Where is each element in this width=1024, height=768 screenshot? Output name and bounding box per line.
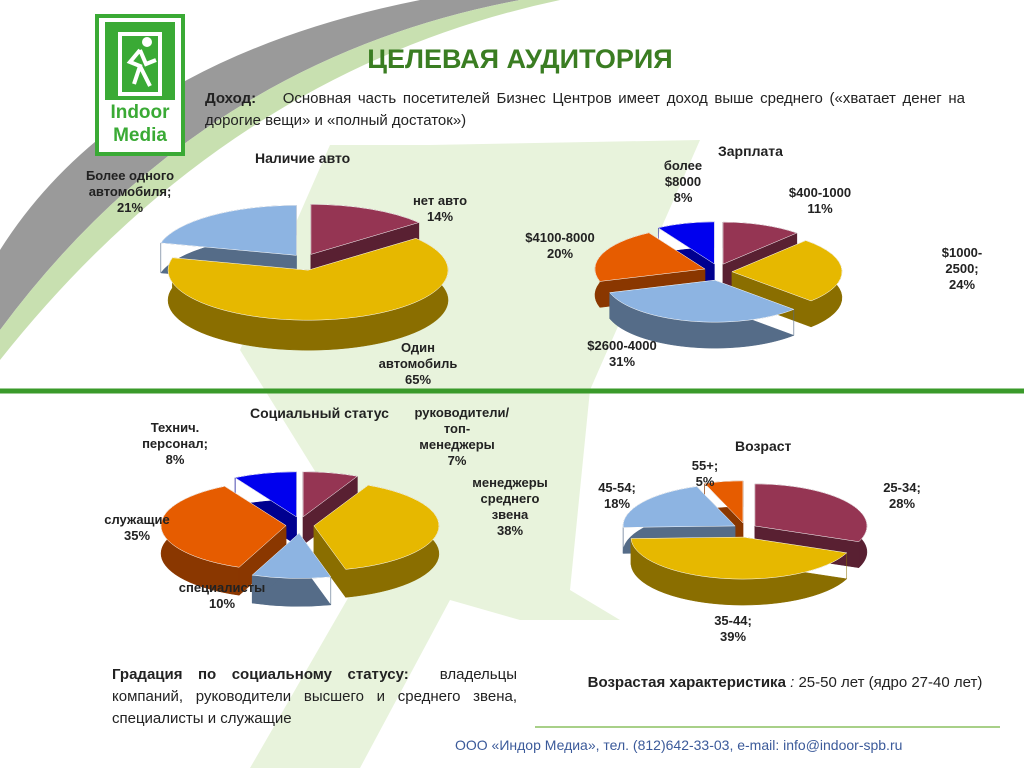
slice	[167, 238, 449, 321]
value-label: 8%	[165, 452, 185, 467]
footer: ООО «Индор Медиа», тел. (812)642-33-03, …	[455, 737, 903, 753]
value-label: 7%	[447, 453, 467, 468]
logo-runner	[126, 48, 157, 87]
data-label: Один автомобиль 65%	[371, 340, 466, 388]
slice	[313, 484, 440, 570]
data-label: нет авто 14%	[400, 193, 480, 225]
category-label: 35-44;	[714, 613, 752, 628]
value-label: 65%	[404, 372, 432, 387]
logo-door	[118, 32, 162, 96]
logo-text: Media	[113, 125, 167, 146]
data-label: служащие 35%	[97, 512, 177, 544]
chart-title: Возраст	[735, 438, 792, 454]
category-label: $4100-8000	[525, 230, 595, 245]
data-label: руководители/топ-менеджеры 7%	[414, 405, 510, 469]
category-label: Более одного автомобиля;	[85, 168, 175, 199]
chart-title: Социальный статус	[250, 405, 389, 421]
data-label: $400-1000 11%	[770, 185, 870, 217]
age-text: 25-50 лет (ядро 27-40 лет)	[798, 674, 983, 691]
slice	[609, 279, 795, 323]
slice	[302, 471, 358, 518]
data-label: Технич. персонал; 8%	[135, 420, 215, 468]
data-label: 25-34; 28%	[872, 480, 932, 512]
chart-title: Наличие авто	[255, 150, 351, 166]
value-label: 21%	[116, 200, 144, 215]
category-label: $400-1000	[788, 185, 852, 200]
value-label: 10%	[208, 596, 236, 611]
slice	[754, 483, 868, 542]
age: Возрастая характеристика : 25-50 лет (яд…	[585, 672, 985, 694]
data-label: $1000-2500; 24%	[927, 245, 997, 293]
data-label: 35-44; 39%	[703, 613, 763, 645]
data-label: $4100-8000 20%	[525, 230, 595, 262]
value-label: 24%	[948, 277, 976, 292]
data-label: специалисты 10%	[177, 580, 267, 612]
category-label: менеджеры среднего звена	[472, 475, 548, 522]
value-label: 28%	[888, 496, 916, 511]
category-label: более $8000	[663, 158, 703, 189]
income-text: Основная часть посетителей Бизнес Центро…	[205, 90, 965, 129]
income-label: Доход:	[205, 90, 257, 107]
value-label: 20%	[546, 246, 574, 261]
category-label: Технич. персонал;	[142, 420, 208, 451]
logo-text: Indoor	[110, 102, 170, 123]
data-label: $2600-4000 31%	[587, 338, 657, 370]
slice	[310, 204, 420, 255]
slice	[251, 533, 332, 579]
slide-title: ЦЕЛЕВАЯ АУДИТОРИЯ	[367, 44, 672, 74]
grade: Градация по социальному статусу: владель…	[112, 664, 517, 730]
logo-head	[142, 37, 152, 47]
slice	[657, 221, 715, 265]
value-label: 11%	[807, 201, 833, 216]
value-label: 18%	[603, 496, 631, 511]
value-label: 5%	[695, 474, 715, 489]
data-label: менеджеры среднего звена 38%	[468, 475, 553, 539]
value-label: 39%	[719, 629, 747, 644]
slice	[594, 232, 706, 282]
value-label: 35%	[123, 528, 151, 543]
data-label: 45-54; 18%	[587, 480, 647, 512]
category-label: специалисты	[178, 580, 266, 595]
value-label: 8%	[673, 190, 693, 205]
category-label: 55+;	[691, 458, 719, 473]
slice	[722, 221, 798, 265]
age-label: Возрастая характеристика	[587, 674, 786, 691]
slice	[731, 240, 843, 302]
slice	[234, 471, 297, 518]
category-label: нет авто	[412, 193, 468, 208]
income: Доход: Основная часть посетителей Бизнес…	[205, 88, 965, 132]
data-label: Более одного автомобиля; 21%	[78, 168, 183, 216]
data-label: более $8000 8%	[653, 158, 713, 206]
grade-text: владельцы компаний, руководители высшего…	[112, 666, 517, 727]
slice	[704, 480, 744, 524]
value-label: 31%	[608, 354, 636, 369]
swoosh	[0, 0, 520, 330]
value-label: 14%	[426, 209, 454, 224]
age-sep: :	[790, 674, 795, 691]
value-label: 38%	[496, 523, 524, 538]
category-label: $1000-2500;	[941, 245, 983, 276]
grade-label: Градация по социальному статусу:	[112, 666, 409, 683]
category-label: 25-34;	[883, 480, 921, 495]
slice	[160, 205, 297, 256]
chart-title: Зарплата	[718, 143, 783, 159]
category-label: служащие	[104, 512, 170, 527]
category-label: Один автомобиль	[378, 340, 458, 371]
category-label: 45-54;	[598, 480, 636, 495]
slice	[160, 486, 287, 568]
slice	[622, 486, 736, 528]
slice	[630, 536, 848, 580]
category-label: $2600-4000	[587, 338, 657, 353]
category-label: руководители/топ-менеджеры	[414, 405, 510, 452]
data-label: 55+; 5%	[685, 458, 725, 490]
